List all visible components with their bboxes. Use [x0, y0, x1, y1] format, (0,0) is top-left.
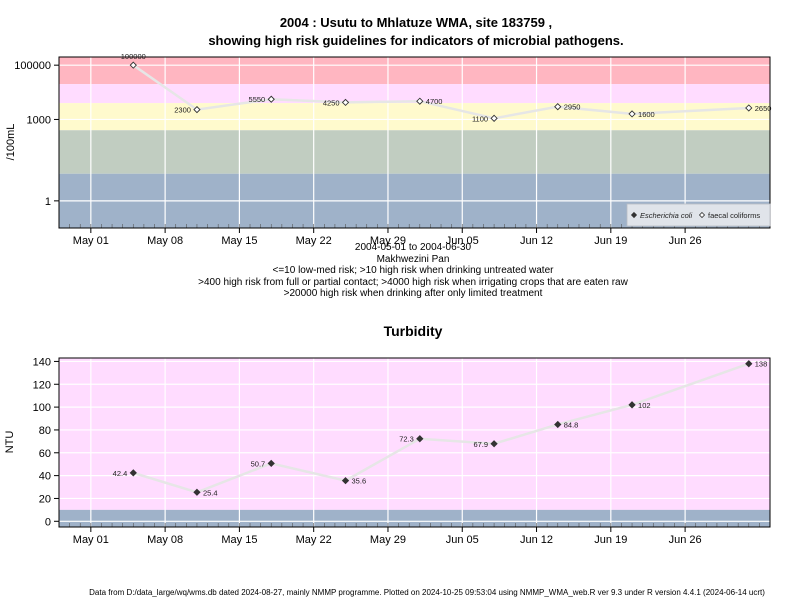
bottom-data-point — [490, 440, 498, 448]
top-band-1 — [59, 84, 770, 104]
bottom-x-tick-label: Jun 05 — [446, 534, 479, 546]
bottom-x-tick-label: May 29 — [370, 534, 406, 546]
bottom-y-tick-label: 120 — [33, 379, 51, 391]
bottom-y-tick-label: 140 — [33, 356, 51, 368]
bottom-data-label: 25.4 — [203, 488, 218, 497]
top-x-tick-label: May 29 — [370, 235, 406, 247]
bottom-x-tick-label: May 08 — [147, 534, 183, 546]
top-x-tick-label: Jun 19 — [594, 235, 627, 247]
top-data-label: 4250 — [323, 98, 340, 107]
bottom-data-point — [129, 469, 137, 477]
top-data-label: 5550 — [249, 95, 266, 104]
bottom-y-tick-label: 60 — [39, 448, 51, 460]
bottom-data-label: 138 — [755, 360, 768, 369]
guideline-note-3: >20000 high risk when drinking after onl… — [284, 288, 543, 299]
bottom-data-point — [745, 360, 753, 368]
bottom-data-label: 50.7 — [251, 459, 266, 468]
top-data-point — [129, 61, 137, 69]
bottom-data-point — [416, 435, 424, 443]
top-data-label: 2950 — [564, 103, 581, 112]
top-x-tick-label: May 01 — [73, 235, 109, 247]
top-x-tick-label: Jun 05 — [446, 235, 479, 247]
bottom-y-axis-label: NTU — [4, 431, 16, 454]
top-y-tick-label: 100000 — [14, 60, 51, 72]
top-x-tick-label: May 15 — [221, 235, 257, 247]
legend-box — [626, 203, 771, 227]
bottom-x-tick-label: May 15 — [221, 534, 257, 546]
top-data-point — [745, 104, 753, 112]
bottom-data-point — [193, 488, 201, 496]
top-data-point — [193, 105, 201, 114]
date-range-annotation: 2004-05-01 to 2004-06-30 — [355, 242, 472, 253]
bottom-x-tick-label: Jun 12 — [520, 534, 553, 546]
bottom-x-tick-label: May 22 — [296, 534, 332, 546]
top-band-3 — [59, 130, 770, 174]
top-x-tick-label: Jun 26 — [669, 235, 702, 247]
bottom-band-1 — [59, 509, 770, 527]
top-band-0 — [59, 57, 770, 85]
site-name-annotation: Makhwezini Pan — [377, 254, 450, 265]
top-data-label: 1600 — [638, 110, 655, 119]
footer-note: Data from D:/data_large/wq/wms.db dated … — [89, 588, 765, 597]
top-data-point — [628, 110, 636, 118]
legend-marker — [630, 211, 638, 219]
bottom-y-tick-label: 20 — [39, 493, 51, 505]
bottom-data-label: 67.9 — [473, 440, 488, 449]
bottom-y-tick-label: 40 — [39, 471, 51, 483]
bottom-y-tick-label: 0 — [45, 516, 51, 528]
top-data-label: 2650 — [755, 104, 772, 113]
top-y-axis-label: /100mL — [5, 124, 17, 161]
top-plot-frame — [58, 56, 771, 229]
bottom-x-tick-label: Jun 19 — [594, 534, 627, 546]
top-data-label: 4700 — [426, 97, 443, 106]
top-y-tick-label: 1 — [45, 196, 51, 208]
bottom-plot-frame — [58, 357, 771, 528]
chart-title-line2: showing high risk guidelines for indicat… — [208, 33, 623, 48]
top-band-2 — [59, 103, 770, 131]
bottom-x-tick-label: May 01 — [73, 534, 109, 546]
top-data-point — [490, 114, 498, 122]
top-x-tick-label: May 08 — [147, 235, 183, 247]
bottom-data-label: 102 — [638, 401, 651, 410]
bottom-data-label: 42.4 — [113, 469, 128, 478]
top-data-label: 1100 — [472, 114, 488, 123]
legend-marker — [698, 211, 706, 219]
bottom-y-tick-label: 100 — [33, 402, 51, 414]
legend-label: faecal coliforms — [708, 211, 760, 220]
legend-label: Escherichia coli — [640, 211, 692, 220]
top-y-tick-label: 1000 — [27, 114, 51, 126]
top-data-point — [267, 95, 275, 103]
top-data-point — [416, 97, 424, 105]
guideline-note-1: <=10 low-med risk; >10 high risk when dr… — [273, 265, 555, 276]
top-data-label: 100000 — [121, 52, 146, 61]
bottom-y-tick-label: 80 — [39, 425, 51, 437]
bottom-band-0 — [59, 358, 770, 510]
guideline-note-2: >400 high risk from full or partial cont… — [198, 277, 628, 288]
bottom-data-point — [554, 420, 562, 429]
top-data-label: 2300 — [174, 106, 191, 115]
bottom-x-tick-label: Jun 26 — [669, 534, 702, 546]
bottom-plot-area: 0 20 40 60 80 100 120 140 May 01 May 08 May 15 May … — [33, 356, 771, 546]
bottom-data-label: 72.3 — [399, 435, 414, 444]
chart-title-line1: 2004 : Usutu to Mhlatuze WMA, site 18375… — [280, 15, 552, 30]
top-x-tick-label: Jun 12 — [520, 235, 553, 247]
bottom-data-point — [628, 401, 636, 409]
top-x-tick-label: May 22 — [296, 235, 332, 247]
top-data-point — [341, 98, 350, 107]
bottom-data-label: 35.6 — [352, 477, 367, 486]
bottom-data-label: 84.8 — [564, 420, 579, 429]
turbidity-title: Turbidity — [384, 323, 443, 339]
bottom-data-point — [267, 459, 275, 468]
bottom-data-point — [341, 477, 350, 485]
top-plot-area: 1 1000 100000 May 01 May 08 May 15 May 22 May 2… — [14, 52, 771, 247]
top-data-point — [554, 103, 562, 111]
